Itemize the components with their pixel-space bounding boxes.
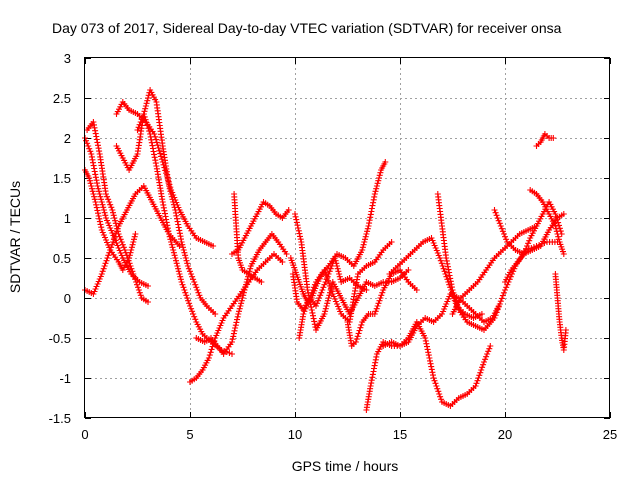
series-markers bbox=[82, 167, 139, 273]
y-tick-label: 1.5 bbox=[53, 171, 71, 186]
series-arc-2 bbox=[82, 135, 151, 289]
y-tick-label: 0 bbox=[64, 291, 71, 306]
series-trace bbox=[231, 201, 290, 255]
series-arc-17 bbox=[363, 291, 502, 413]
series-markers bbox=[187, 251, 286, 385]
x-tick-label: 20 bbox=[498, 427, 512, 442]
series-markers bbox=[231, 191, 265, 285]
series-arc-6 bbox=[113, 87, 219, 317]
series-markers bbox=[193, 231, 290, 357]
y-tick-label: 1 bbox=[64, 211, 71, 226]
series-markers bbox=[292, 211, 412, 333]
series-arc-18 bbox=[380, 319, 494, 409]
y-tick-label: 3 bbox=[64, 51, 71, 66]
series-arc-4 bbox=[82, 183, 183, 297]
y-tick-label: -1.5 bbox=[49, 411, 71, 426]
series-markers bbox=[82, 135, 151, 289]
series-arc-8 bbox=[187, 251, 286, 385]
plot-frame bbox=[84, 57, 610, 418]
axis-ticks: 0 5 10 15 20 25 -1.5 -1 -0.5 0 0.5 1 1.5 2 2.5 3 bbox=[49, 51, 618, 442]
y-tick-label: -0.5 bbox=[49, 331, 71, 346]
series-arc-15 bbox=[296, 255, 370, 341]
data-points bbox=[82, 87, 569, 413]
series-markers bbox=[84, 119, 151, 305]
series-markers bbox=[552, 271, 569, 353]
series-trace bbox=[382, 320, 491, 407]
series-arc-11 bbox=[231, 191, 265, 285]
x-axis-label: GPS time / hours bbox=[292, 458, 399, 474]
x-tick-label: 5 bbox=[186, 427, 193, 442]
y-axis-label: SDTVAR / TECUs bbox=[7, 181, 23, 293]
series-trace bbox=[365, 293, 500, 411]
series-trace bbox=[136, 112, 233, 355]
x-tick-label: 15 bbox=[393, 427, 407, 442]
series-markers bbox=[229, 199, 292, 257]
series-markers bbox=[82, 183, 183, 297]
series-markers bbox=[527, 187, 567, 257]
y-tick-label: -1 bbox=[59, 371, 71, 386]
series-markers bbox=[533, 131, 557, 149]
series-trace bbox=[451, 225, 537, 315]
series-arc-20 bbox=[434, 191, 561, 333]
series-arc-16 bbox=[344, 267, 420, 349]
y-tick-label: 2.5 bbox=[53, 91, 71, 106]
series-markers bbox=[363, 291, 502, 413]
series-markers bbox=[449, 223, 540, 317]
series-arc-1 bbox=[82, 167, 139, 273]
x-tick-label: 25 bbox=[603, 427, 617, 442]
series-arc-10 bbox=[229, 199, 292, 257]
series-arc-9 bbox=[193, 231, 290, 357]
x-tick-label: 10 bbox=[288, 427, 302, 442]
x-tick-label: 0 bbox=[81, 427, 88, 442]
series-markers bbox=[380, 319, 494, 409]
y-tick-label: 2 bbox=[64, 131, 71, 146]
series-arc-3 bbox=[84, 119, 151, 305]
series-arc-24 bbox=[527, 187, 567, 257]
series-markers bbox=[296, 255, 370, 341]
series-markers bbox=[113, 87, 219, 317]
series-arc-21 bbox=[449, 223, 540, 317]
y-tick-label: 0.5 bbox=[53, 251, 71, 266]
series-markers bbox=[434, 191, 561, 333]
series-arc-25 bbox=[533, 131, 557, 149]
chart-title: Day 073 of 2017, Sidereal Day-to-day VTE… bbox=[52, 20, 562, 36]
series-arc-26 bbox=[552, 271, 569, 353]
